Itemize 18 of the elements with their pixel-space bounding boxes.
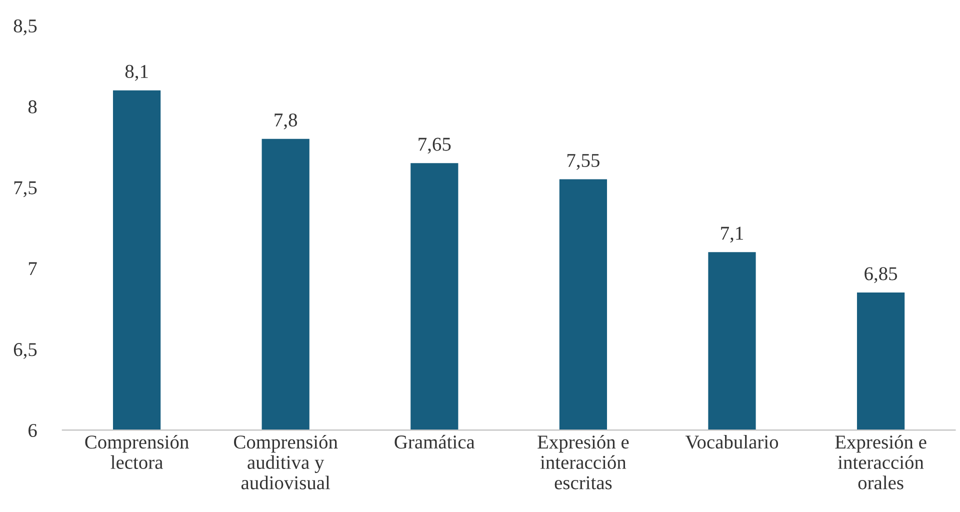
data-label: 7,65 xyxy=(418,138,451,154)
data-label: 7,55 xyxy=(567,154,600,170)
y-tick-label: 7 xyxy=(28,262,37,276)
y-tick-label: 8,5 xyxy=(14,19,37,36)
x-tick-label: Expresión e interacción escritas xyxy=(538,434,629,490)
x-tick-label: Comprensión auditiva y audiovisual xyxy=(234,434,338,490)
x-tick-label: Vocabulario xyxy=(685,434,778,449)
x-tick-label: Comprensión lectora xyxy=(85,434,189,469)
y-tick-label: 6,5 xyxy=(14,343,37,359)
x-tick-label: Gramática xyxy=(394,434,475,449)
data-label: 6,85 xyxy=(864,267,898,284)
data-label: 7,1 xyxy=(721,226,743,243)
x-tick-label: Expresión e interacción orales xyxy=(835,434,926,490)
data-label: 7,8 xyxy=(274,113,298,130)
data-label: 8,1 xyxy=(125,64,148,81)
y-tick-label: 8 xyxy=(28,100,37,114)
y-tick-label: 6 xyxy=(28,424,37,438)
y-tick-label: 7,5 xyxy=(14,181,37,198)
